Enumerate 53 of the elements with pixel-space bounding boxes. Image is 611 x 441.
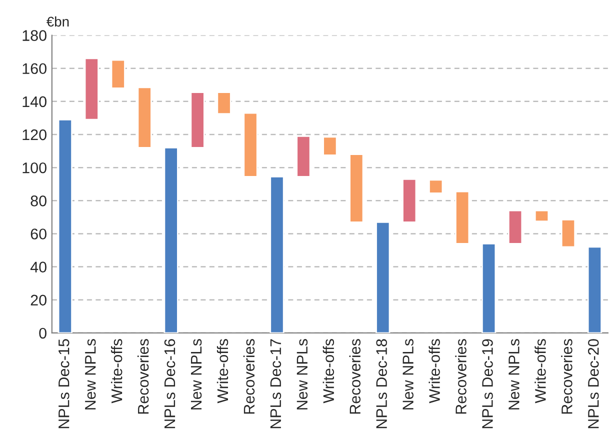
- x-tick-label: NPLs Dec-18: [376, 339, 387, 428]
- x-tick-label: New NPLs: [85, 339, 96, 410]
- x-tick-label: NPLs Dec-19: [482, 339, 493, 428]
- bar: [58, 118, 72, 333]
- bar: [137, 86, 152, 148]
- x-tick-label: Write-offs: [322, 339, 334, 404]
- x-tick-label: New NPLs: [190, 339, 202, 410]
- y-tick-label: 180: [22, 30, 46, 41]
- x-tick-label: Recoveries: [561, 339, 572, 414]
- x-tick-label: Write-offs: [216, 339, 228, 404]
- x-tick-label: Recoveries: [455, 339, 466, 414]
- y-tick-label: 100: [22, 162, 46, 174]
- x-tick-label: NPLs Dec-15: [58, 339, 70, 428]
- bar: [243, 112, 258, 178]
- bar: [376, 221, 390, 333]
- y-tick-label: 60: [30, 228, 46, 240]
- bar: [560, 218, 576, 248]
- x-tick-label: Write-offs: [428, 339, 440, 404]
- bar: [110, 59, 126, 89]
- y-tick-label: 140: [22, 96, 46, 108]
- x-tick-label: New NPLs: [508, 339, 520, 410]
- x-tick-label: Recoveries: [349, 339, 361, 414]
- bar: [455, 190, 470, 244]
- bar: [428, 179, 444, 194]
- y-tick-label: 160: [22, 63, 46, 74]
- bar: [481, 242, 496, 333]
- bar: [534, 210, 550, 222]
- x-tick-label: Write-offs: [111, 339, 122, 404]
- bar: [270, 176, 284, 333]
- y-tick-label: 0: [39, 328, 46, 339]
- bar: [322, 136, 338, 156]
- y-tick-label: 120: [22, 129, 46, 140]
- bar: [296, 135, 311, 178]
- bar: [587, 246, 602, 333]
- x-tick-label: Recoveries: [137, 339, 149, 414]
- x-tick-label: Recoveries: [243, 339, 255, 414]
- y-tick-label: 80: [30, 196, 46, 206]
- x-tick-label: New NPLs: [296, 339, 308, 410]
- x-tick-label: New NPLs: [402, 339, 414, 410]
- bar: [508, 210, 523, 244]
- x-tick-label: NPLs Dec-16: [164, 339, 176, 428]
- bar: [164, 147, 178, 333]
- y-tick-label: 40: [30, 262, 46, 272]
- x-tick-label: NPLs Dec-17: [270, 339, 282, 428]
- bar: [216, 92, 232, 115]
- bar: [190, 92, 205, 148]
- x-tick-label: NPLs Dec-20: [588, 339, 599, 428]
- bar: [84, 58, 99, 120]
- bar: [349, 154, 364, 223]
- bar: [402, 178, 417, 223]
- y-tick-label: 20: [30, 294, 46, 306]
- x-tick-label: Write-offs: [534, 339, 546, 404]
- y-axis-title: €bn: [46, 16, 69, 27]
